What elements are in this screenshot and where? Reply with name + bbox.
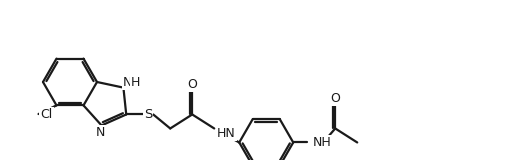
- Text: H: H: [131, 76, 140, 89]
- Text: N: N: [123, 76, 132, 89]
- Text: HN: HN: [217, 127, 236, 140]
- Text: O: O: [331, 92, 340, 105]
- Text: O: O: [187, 78, 197, 91]
- Text: S: S: [144, 108, 152, 121]
- Text: N: N: [95, 126, 105, 139]
- Text: NH: NH: [313, 136, 332, 149]
- Text: Cl: Cl: [40, 108, 53, 120]
